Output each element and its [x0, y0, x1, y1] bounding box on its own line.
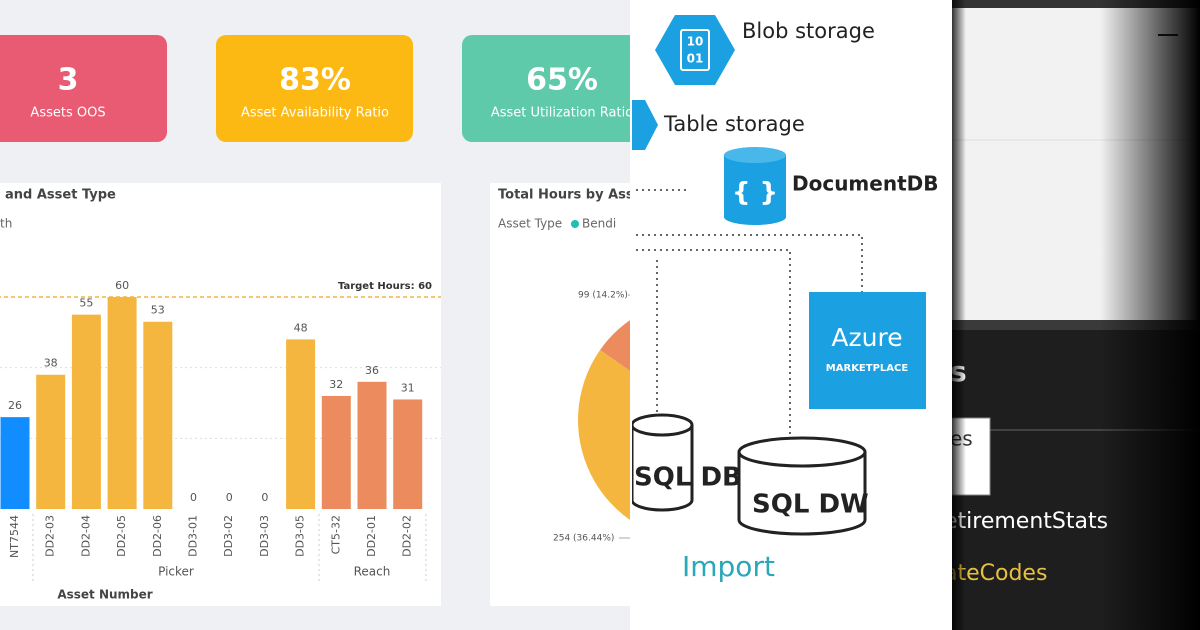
- table-icon: [632, 100, 658, 150]
- diagram: 10 01 Blob storage Table storage { } Doc…: [632, 0, 948, 630]
- bar: [107, 297, 137, 509]
- icon-text: 01: [687, 52, 704, 66]
- data-label: 26: [8, 399, 22, 412]
- chart-title: Total Hours by Asset: [498, 188, 649, 203]
- x-tick-label: DD2-03: [44, 515, 57, 557]
- data-label: 31: [401, 381, 415, 394]
- node-sublabel: MARKETPLACE: [826, 363, 909, 374]
- x-tick-label: NT7544: [8, 515, 21, 558]
- chart-title: and Asset Type: [5, 188, 116, 203]
- x-tick-label: DD3-05: [294, 515, 307, 557]
- kpi-value: 65%: [526, 63, 598, 98]
- data-label: 254 (36.44%): [553, 534, 614, 544]
- kpi-label: Asset Utilization Ratio: [491, 106, 633, 121]
- data-label: 36: [365, 364, 379, 377]
- x-tick-label: DD2-05: [115, 515, 128, 557]
- x-tick-label: DD3-01: [187, 515, 200, 557]
- dashboard: 3 Assets OOS 83% Asset Availability Rati…: [0, 0, 649, 630]
- connectors: [636, 189, 863, 440]
- group-label: Picker: [158, 565, 194, 579]
- node-label: DocumentDB: [792, 172, 938, 196]
- shadow: [1100, 0, 1200, 630]
- caption: Import: [682, 550, 775, 583]
- bar: [71, 314, 101, 509]
- list-item[interactable]: etirementStats: [944, 509, 1108, 534]
- donut-slice: [578, 350, 630, 520]
- legend-dot: [571, 220, 579, 228]
- legend-entry: Bendi: [582, 217, 616, 231]
- data-label: 99 (14.2%): [578, 291, 628, 301]
- kpi-value: 3: [58, 63, 79, 98]
- x-tick-label: DD2-04: [79, 515, 92, 557]
- legend-title: Asset Type: [498, 217, 562, 231]
- group-label: Reach: [354, 565, 391, 579]
- bar: [143, 321, 173, 509]
- marketplace-tile: [809, 292, 926, 409]
- data-label: 55: [79, 297, 93, 310]
- data-label: 0: [226, 491, 233, 504]
- bar: [321, 395, 351, 509]
- app-panel: s es etirementStats ateCodes: [944, 0, 1200, 630]
- node-label: SQL DW: [752, 490, 869, 520]
- data-label: 0: [190, 491, 197, 504]
- docdb-icon: [724, 155, 786, 225]
- bar: [357, 381, 387, 509]
- icon-text: 10: [687, 35, 704, 49]
- node-label: Azure: [831, 323, 902, 352]
- docdb-icon-top: [724, 147, 786, 163]
- kpi-label: Asset Availability Ratio: [241, 106, 389, 121]
- x-tick-label: DD2-06: [151, 515, 164, 557]
- kpi-card: [0, 35, 167, 142]
- x-tick-label: CT5-32: [329, 515, 342, 554]
- x-tick-label: DD3-03: [258, 515, 271, 557]
- data-label: 60: [115, 279, 129, 292]
- strip: [952, 320, 1200, 330]
- docdb-braces: { }: [732, 178, 778, 208]
- x-tick-label: DD2-01: [365, 515, 378, 557]
- x-axis-title: Asset Number: [57, 588, 152, 602]
- data-label: 53: [151, 304, 165, 317]
- blob-icon: [655, 15, 735, 85]
- bar-chart: Target Hours: 60 26 NT7544 38 DD2-03 55 DD2-04…: [0, 279, 441, 558]
- donut-slice: [600, 320, 630, 371]
- bar: [0, 417, 30, 509]
- kpi-value: 83%: [279, 63, 351, 98]
- blob-icon-page: [680, 29, 710, 71]
- kpi-card: [462, 35, 630, 142]
- sqldb-icon-top: [632, 413, 694, 437]
- node-label: Table storage: [663, 112, 805, 136]
- legend-label: th: [0, 217, 12, 231]
- data-label: 48: [294, 321, 308, 334]
- x-tick-label: DD2-02: [401, 515, 414, 557]
- kpi-label: Assets OOS: [30, 106, 105, 121]
- target-label: Target Hours: 60: [338, 281, 432, 292]
- sqldw-icon-top: [737, 436, 867, 468]
- data-label: 38: [44, 357, 58, 370]
- sqldw-icon: [737, 452, 867, 536]
- donut-chart: Bendi 99 (14.2%) 254 (36.44%): [553, 217, 630, 544]
- top-bar: [952, 0, 1200, 8]
- bar: [36, 374, 66, 509]
- kpi-card: [216, 35, 413, 142]
- data-label: 0: [261, 491, 268, 504]
- sqldb-icon: [632, 425, 694, 512]
- list-item[interactable]: ateCodes: [944, 561, 1047, 586]
- data-label: 32: [329, 378, 343, 391]
- node-label: Blob storage: [742, 19, 875, 43]
- bar: [286, 339, 316, 509]
- shadow: [952, 0, 966, 630]
- node-label: SQL DB: [634, 463, 742, 493]
- x-tick-label: DD3-02: [222, 515, 235, 557]
- bar: [393, 399, 423, 509]
